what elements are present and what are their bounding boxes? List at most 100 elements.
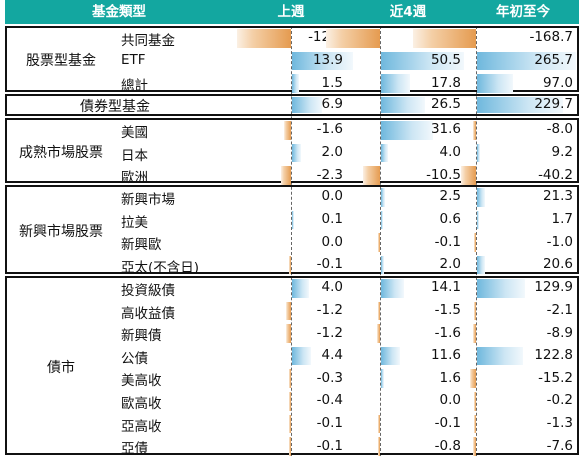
group-box: [5, 276, 579, 455]
row-label: 歐洲: [121, 170, 148, 187]
group-box: [5, 118, 579, 183]
data-bar: [477, 97, 563, 113]
data-bar: [477, 210, 479, 230]
data-bar: [285, 324, 291, 343]
data-bar: [474, 233, 476, 252]
cell-value: 122.8: [534, 347, 573, 364]
data-bar: [292, 346, 312, 366]
group-label: 債市: [47, 359, 75, 376]
cell-value: -8.9: [546, 324, 573, 341]
row-label: 新興市場: [121, 192, 175, 208]
data-bar: [477, 279, 526, 298]
cell-value: 31.6: [430, 121, 461, 138]
data-bar: [477, 51, 576, 71]
data-bar: [473, 437, 476, 456]
data-bar: [362, 166, 380, 185]
cell-value: -10.5: [426, 166, 461, 183]
data-bar: [292, 97, 323, 113]
data-bar: [474, 414, 476, 434]
zero-axis-col0: [291, 26, 292, 456]
data-bar: [378, 233, 380, 252]
cell-value: -40.2: [538, 166, 573, 183]
cell-value: 2.0: [439, 256, 461, 273]
cell-value: 0.1: [321, 210, 343, 227]
row-label: 總計: [121, 78, 148, 95]
cell-value: 2.5: [439, 188, 461, 205]
cell-value: 20.6: [542, 256, 573, 273]
cell-value: -0.4: [316, 392, 343, 409]
row-label: 亞高收: [121, 418, 162, 435]
cell-value: 9.2: [551, 143, 573, 160]
cell-value: -0.1: [434, 414, 461, 431]
data-bar: [381, 279, 405, 298]
cell-value: 17.8: [430, 74, 461, 91]
cell-value: -0.1: [434, 233, 461, 250]
cell-value: 4.0: [321, 279, 343, 296]
cell-value: 1.7: [551, 210, 573, 227]
data-bar: [381, 210, 383, 230]
data-bar: [292, 51, 353, 71]
data-bar: [289, 369, 291, 388]
cell-value: 26.5: [430, 96, 461, 112]
cell-value: -1.3: [546, 414, 573, 431]
data-bar: [381, 255, 385, 275]
cell-value: -0.1: [316, 437, 343, 454]
cell-value: -7.6: [546, 437, 573, 454]
data-bar: [381, 346, 401, 366]
cell-value: 6.9: [321, 96, 343, 112]
data-bar: [280, 166, 291, 185]
data-bar: [292, 210, 294, 230]
cell-value: -2.1: [546, 301, 573, 318]
data-bar: [381, 74, 411, 93]
data-bar: [292, 143, 301, 163]
data-bar: [477, 188, 485, 207]
data-bar: [378, 414, 380, 434]
data-bar: [377, 301, 380, 321]
row-label: 公債: [121, 350, 148, 367]
row-label: 美國: [121, 125, 148, 141]
data-bar: [470, 369, 476, 388]
cell-value: 11.6: [430, 347, 461, 364]
cell-value: -1.0: [546, 233, 573, 250]
cell-value: 1.6: [439, 369, 461, 386]
cell-value: 97.0: [542, 74, 573, 91]
data-bar: [289, 414, 291, 434]
group-label: 股票型基金: [26, 53, 96, 69]
zero-axis-col1: [380, 26, 381, 456]
data-bar: [477, 143, 481, 163]
row-label: 亞太(不含日): [121, 259, 200, 276]
data-bar: [237, 29, 291, 48]
cell-value: 0.0: [439, 392, 461, 409]
data-bar: [377, 324, 380, 343]
data-bar: [381, 188, 386, 207]
row-label: ETF: [121, 51, 146, 68]
zero-axis-col2: [476, 26, 477, 456]
cell-value: -1.5: [434, 301, 461, 318]
header-last-week: 上週: [233, 0, 349, 24]
row-label: 新興歐: [121, 237, 162, 254]
cell-value: -0.1: [316, 256, 343, 273]
row-label: 歐高收: [121, 396, 162, 412]
group-label: 成熟市場股票: [19, 144, 103, 161]
data-bar: [474, 392, 476, 411]
cell-value: -0.3: [316, 369, 343, 386]
data-bar: [289, 437, 291, 456]
cell-value: -0.1: [316, 414, 343, 431]
cell-value: 4.4: [321, 347, 343, 364]
data-bar: [381, 369, 384, 388]
row-label: 新興債: [121, 328, 162, 345]
data-bar: [381, 121, 433, 140]
group-box: [5, 94, 579, 116]
cell-value: 265.7: [534, 51, 573, 68]
cell-value: 50.5: [430, 51, 461, 68]
data-bar: [474, 301, 476, 321]
cell-value: 1.5: [321, 74, 343, 91]
cell-value: 13.9: [312, 51, 343, 68]
cell-value: -2.3: [316, 166, 343, 183]
cell-value: 0.0: [321, 188, 343, 205]
cell-value: 129.9: [534, 279, 573, 296]
data-bar: [381, 143, 388, 163]
group-label: 新興市場股票: [19, 223, 103, 240]
data-bar: [381, 51, 464, 71]
